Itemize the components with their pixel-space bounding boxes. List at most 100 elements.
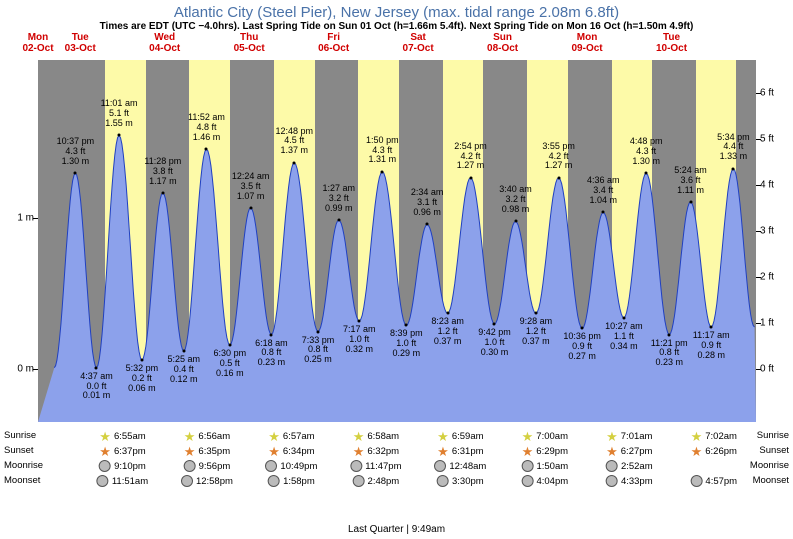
astro-cell: ★7:01am [606,430,652,443]
y-tick-right: 1 ft [756,318,793,329]
tide-point [534,312,537,315]
astro-cell: ★6:26pm [691,445,737,458]
high-tide-label: 2:34 am3.1 ft0.96 m [411,188,444,218]
high-tide-label: 3:40 am3.2 ft0.98 m [499,185,532,215]
tide-point [74,172,77,175]
astro-cell: ★7:00am [522,430,568,443]
tide-point [493,322,496,325]
high-tide-label: 3:55 pm4.2 ft1.27 m [542,142,575,172]
row-label: Moonrise [4,460,43,471]
day-header: Sat07-Oct [403,32,434,54]
chart-title: Atlantic City (Steel Pier), New Jersey (… [0,0,793,21]
tide-point [710,325,713,328]
row-label: Moonset [753,475,789,486]
tide-point [316,330,319,333]
row-label: Sunrise [757,430,789,441]
astro-cell: ★6:31pm [437,445,483,458]
high-tide-label: 1:50 pm4.3 ft1.31 m [366,136,399,166]
y-tick-right: 6 ft [756,88,793,99]
low-tide-label: 11:17 am0.9 ft0.28 m [693,331,730,361]
y-tick-right: 5 ft [756,134,793,145]
tide-point [557,176,560,179]
y-tick-right: 4 ft [756,180,793,191]
astro-cell: ★6:35pm [184,445,230,458]
astro-cell: 2:48pm [353,475,400,487]
low-tide-label: 6:30 pm0.5 ft0.16 m [214,349,247,379]
astro-row-moonset: MoonsetMoonset11:51am12:58pm1:58pm2:48pm… [0,475,793,490]
high-tide-label: 11:52 am4.8 ft1.46 m [188,113,225,143]
low-tide-label: 5:32 pm0.2 ft0.06 m [126,364,159,394]
low-tide-label: 8:23 am1.2 ft0.37 m [431,317,464,347]
tide-point [140,359,143,362]
high-tide-label: 4:36 am3.4 ft1.04 m [587,176,620,206]
tide-point [622,316,625,319]
low-tide-label: 9:28 am1.2 ft0.37 m [520,317,553,347]
tide-point [581,327,584,330]
row-label: Sunset [759,445,789,456]
astro-cell: 1:58pm [268,475,315,487]
high-tide-label: 12:24 am3.5 ft1.07 m [232,172,270,202]
astro-cell: ★6:59am [437,430,483,443]
tide-point [358,319,361,322]
day-header: Tue03-Oct [65,32,96,54]
tide-point [270,333,273,336]
tide-point [689,200,692,203]
tide-point [249,206,252,209]
day-header: Sun08-Oct [487,32,518,54]
astro-cell: ★6:34pm [268,445,314,458]
tide-point [405,324,408,327]
moon-phase-label: Last Quarter | 9:49am [0,524,793,535]
tide-point [118,134,121,137]
tide-point [228,344,231,347]
astro-cell: ★6:37pm [99,445,145,458]
high-tide-label: 11:01 am5.1 ft1.55 m [101,99,138,129]
y-tick-right: 0 ft [756,364,793,375]
day-header: Mon02-Oct [22,32,53,54]
astro-cell: 4:04pm [521,475,568,487]
tide-point [668,333,671,336]
high-tide-label: 5:24 am3.6 ft1.11 m [674,166,707,196]
low-tide-label: 10:36 pm0.9 ft0.27 m [563,332,601,362]
row-label: Sunrise [4,430,36,441]
astro-row-moonrise: MoonriseMoonrise9:10pm9:56pm10:49pm11:47… [0,460,793,475]
tide-point [293,161,296,164]
astro-cell: 11:47pm [350,460,401,472]
astro-cell: 3:30pm [437,475,484,487]
tide-point [645,172,648,175]
astro-cell: 10:49pm [265,460,317,472]
tide-point [381,170,384,173]
astro-cell: ★6:55am [99,430,145,443]
astro-cell: 9:10pm [99,460,146,472]
y-tick-right: 3 ft [756,226,793,237]
row-label: Moonrise [750,460,789,471]
day-header: Thu05-Oct [234,32,265,54]
low-tide-label: 9:42 pm1.0 ft0.30 m [478,328,511,358]
astro-cell: ★7:02am [691,430,737,443]
tide-chart: Atlantic City (Steel Pier), New Jersey (… [0,0,793,539]
astro-cell: 12:48am [434,460,486,472]
low-tide-label: 4:37 am0.0 ft0.01 m [80,372,113,402]
tide-point [337,218,340,221]
tide-point [732,167,735,170]
low-tide-label: 10:27 am1.1 ft0.34 m [605,322,643,352]
astro-cell: ★6:27pm [606,445,652,458]
high-tide-label: 12:48 pm4.5 ft1.37 m [275,127,313,157]
astro-cell: 4:33pm [606,475,653,487]
astro-cell: 2:52am [606,460,653,472]
astro-cell: 4:57pm [690,475,737,487]
high-tide-label: 1:27 am3.2 ft0.99 m [322,184,355,214]
astro-cell: ★6:32pm [353,445,399,458]
astro-cell: 1:50am [521,460,568,472]
low-tide-label: 11:21 pm0.8 ft0.23 m [651,339,688,369]
astro-cell: ★6:58am [353,430,399,443]
tide-point [446,312,449,315]
plot-area: 10:37 pm4.3 ft1.30 m4:37 am0.0 ft0.01 m1… [38,60,756,422]
tide-point [161,191,164,194]
astro-cell: 12:58pm [181,475,233,487]
day-header: Wed04-Oct [149,32,180,54]
astro-cell: 11:51am [97,475,148,487]
tide-point [426,223,429,226]
y-axis-right: 0 ft1 ft2 ft3 ft4 ft5 ft6 ft [756,60,793,422]
day-header: Mon09-Oct [571,32,602,54]
astronomy-rows: SunriseSunrise★6:55am★6:56am★6:57am★6:58… [0,430,793,490]
